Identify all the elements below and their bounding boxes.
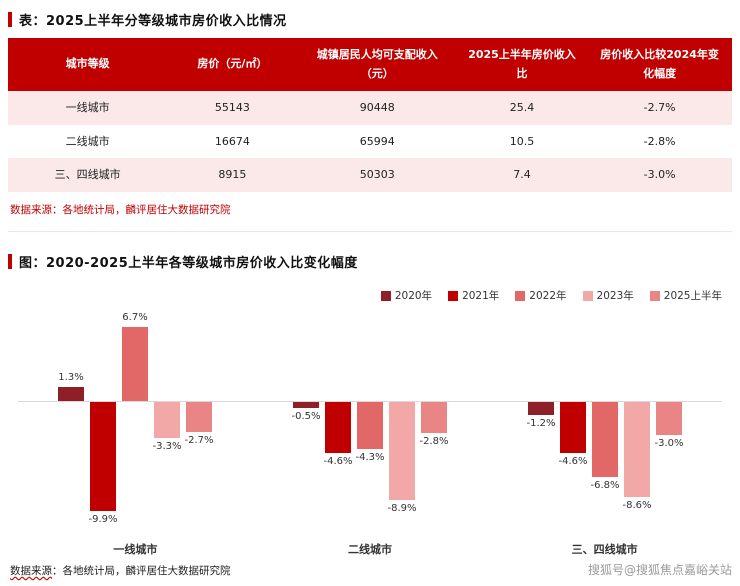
chart-title-text: 图：2020-2025上半年各等级城市房价收入比变化幅度	[19, 255, 358, 271]
table-source-note: 数据来源：各地统计局，麟评居住大数据研究院	[10, 203, 231, 216]
cell-ratio: 7.4	[513, 168, 531, 182]
cell-ratio: 10.5	[509, 134, 535, 148]
category-label-一线城市: 一线城市	[113, 542, 158, 556]
bar-三、四线城市-2020年	[528, 401, 554, 415]
title-accent-bar	[8, 253, 12, 269]
category-label-三、四线城市: 三、四线城市	[571, 542, 638, 556]
legend-swatch	[380, 290, 391, 301]
bar-value-label: -4.6%	[558, 455, 588, 467]
cell-income: 50303	[359, 168, 395, 182]
bar-value-label: 6.7%	[122, 311, 148, 323]
table-section-title: 表：2025上半年分等级城市房价收入比情况	[8, 10, 732, 29]
bar-value-label: -0.5%	[291, 410, 321, 422]
legend-swatch	[515, 290, 526, 301]
legend-swatch	[448, 290, 459, 301]
bar-value-label: -8.6%	[622, 499, 652, 511]
table-row-tier2: 二线城市 16674 65994 10.5 -2.8%	[8, 124, 732, 159]
bar-三、四线城市-2022年	[592, 401, 618, 477]
cell-city-tier: 二线城市	[65, 134, 110, 148]
legend-label: 2021年	[462, 290, 500, 303]
cell-change: -2.7%	[643, 101, 676, 115]
table-title-text: 表：2025上半年分等级城市房价收入比情况	[19, 14, 287, 29]
bar-value-label: -4.3%	[355, 451, 385, 463]
bar-value-label: -2.8%	[419, 435, 449, 447]
bar-二线城市-2020年	[293, 401, 319, 408]
col-header-change: 房价收入比较2024年变化幅度	[587, 38, 732, 92]
bar-三、四线城市-2021年	[560, 401, 586, 453]
bar-value-label: 1.3%	[58, 371, 84, 383]
cell-change: -2.8%	[643, 134, 676, 148]
footer: 数据来源：各地统计局，麟评居住大数据研究院 搜狐号@搜狐焦点嘉峪关站	[10, 561, 732, 578]
col-header-city-tier: 城市等级	[8, 38, 168, 92]
legend-label: 2025上半年	[663, 290, 722, 303]
cell-price: 16674	[214, 134, 250, 148]
bar-一线城市-2025上半年	[186, 401, 212, 432]
bar-value-label: -9.9%	[88, 513, 118, 525]
page: 表：2025上半年分等级城市房价收入比情况 城市等级 房价（元/㎡） 城镇居民人…	[8, 10, 732, 561]
chart-plot: 1.3% -9.9% 6.7% -3.3% -2.7% 一线城市 -0.5% -4.6% -4.…	[18, 311, 722, 561]
bar-value-label: -1.2%	[526, 417, 556, 429]
bar-二线城市-2025上半年	[421, 401, 447, 433]
price-income-table: 城市等级 房价（元/㎡） 城镇居民人均可支配收入（元） 2025上半年房价收入比…	[8, 38, 732, 192]
legend-label: 2022年	[529, 290, 567, 303]
chart-section-title: 图：2020-2025上半年各等级城市房价收入比变化幅度	[8, 252, 732, 271]
bar-一线城市-2023年	[154, 401, 180, 438]
cell-price: 55143	[214, 101, 250, 115]
bar-二线城市-2022年	[357, 401, 383, 449]
bar-value-label: -2.7%	[184, 434, 214, 446]
bar-value-label: -6.8%	[590, 479, 620, 491]
bar-三、四线城市-2025上半年	[656, 401, 682, 435]
bar-一线城市-2022年	[122, 326, 148, 401]
chart-source-rest: ：各地统计局，麟评居住大数据研究院	[52, 565, 231, 577]
bar-二线城市-2023年	[389, 401, 415, 500]
legend-item-2020年: 2020年	[380, 288, 433, 303]
cell-city-tier: 三、四线城市	[54, 168, 121, 182]
watermark: 搜狐号@搜狐焦点嘉峪关站	[587, 563, 732, 577]
chart-legend: 2020年 2021年 2022年 2023年 2025上半年	[8, 289, 722, 303]
section-divider	[8, 230, 732, 232]
bar-三、四线城市-2023年	[624, 401, 650, 497]
bar-value-label: -4.6%	[323, 455, 353, 467]
legend-item-2023年: 2023年	[582, 288, 634, 303]
table-row-tier34: 三、四线城市 8915 50303 7.4 -3.0%	[8, 158, 732, 192]
bar-二线城市-2021年	[325, 401, 351, 453]
col-header-price: 房价（元/㎡）	[167, 38, 298, 92]
cell-ratio: 25.4	[509, 101, 535, 115]
bar-chart: 2020年 2021年 2022年 2023年 2025上半年 1.3% -9.9% 6.7…	[8, 289, 732, 561]
bar-value-label: -3.0%	[654, 437, 684, 449]
title-accent-bar	[8, 12, 12, 27]
bar-value-label: -8.9%	[387, 502, 417, 514]
cell-price: 8915	[218, 168, 247, 182]
col-header-income: 城镇居民人均可支配收入（元）	[297, 38, 457, 92]
cell-income: 90448	[359, 101, 395, 115]
bar-一线城市-2020年	[58, 386, 84, 401]
legend-item-2025上半年: 2025上半年	[649, 288, 722, 303]
chart-source-prefix: 数据来源	[10, 565, 52, 577]
cell-income: 65994	[359, 134, 395, 148]
cell-city-tier: 一线城市	[65, 101, 110, 115]
table-header-row: 城市等级 房价（元/㎡） 城镇居民人均可支配收入（元） 2025上半年房价收入比…	[8, 38, 732, 92]
legend-swatch	[649, 290, 660, 301]
legend-label: 2023年	[596, 290, 634, 303]
col-header-ratio: 2025上半年房价收入比	[456, 38, 588, 92]
legend-item-2022年: 2022年	[515, 288, 567, 303]
chart-source-note: 数据来源：各地统计局，麟评居住大数据研究院	[10, 563, 231, 578]
bar-一线城市-2021年	[90, 401, 116, 511]
bar-value-label: -3.3%	[152, 440, 182, 452]
legend-label: 2020年	[394, 290, 433, 303]
cell-change: -3.0%	[643, 168, 676, 182]
table-row-tier1: 一线城市 55143 90448 25.4 -2.7%	[8, 91, 732, 125]
legend-item-2021年: 2021年	[448, 288, 499, 303]
zero-axis-line	[18, 400, 722, 402]
category-label-二线城市: 二线城市	[348, 542, 392, 556]
legend-swatch	[582, 290, 593, 301]
